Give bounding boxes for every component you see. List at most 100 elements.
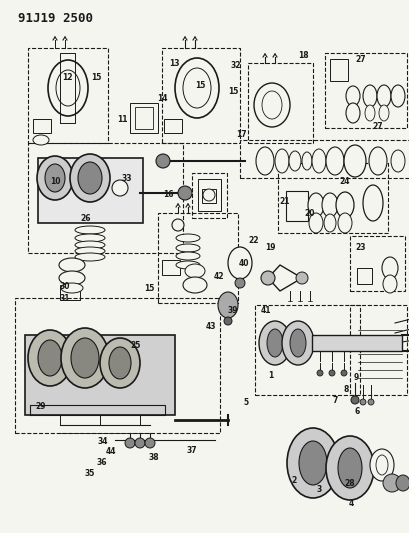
Ellipse shape	[38, 340, 62, 376]
Ellipse shape	[75, 253, 105, 261]
Text: 10: 10	[50, 177, 61, 185]
Text: 22: 22	[247, 237, 258, 245]
Ellipse shape	[345, 103, 359, 123]
Ellipse shape	[335, 192, 353, 218]
Ellipse shape	[369, 449, 393, 481]
Text: 20: 20	[303, 209, 314, 217]
Ellipse shape	[202, 189, 214, 201]
Text: 5: 5	[243, 398, 248, 407]
Ellipse shape	[125, 438, 135, 448]
Ellipse shape	[75, 241, 105, 249]
Ellipse shape	[390, 150, 404, 172]
Ellipse shape	[59, 271, 85, 285]
Bar	[33, 119, 51, 133]
Text: 41: 41	[260, 306, 270, 314]
Ellipse shape	[368, 147, 386, 175]
Ellipse shape	[145, 438, 155, 448]
Ellipse shape	[258, 321, 290, 365]
Ellipse shape	[182, 68, 211, 108]
Text: 35: 35	[85, 469, 95, 478]
Ellipse shape	[182, 277, 207, 293]
Ellipse shape	[375, 455, 387, 475]
Ellipse shape	[172, 219, 184, 231]
Ellipse shape	[378, 105, 388, 121]
Ellipse shape	[175, 244, 200, 252]
Ellipse shape	[175, 261, 200, 269]
Ellipse shape	[254, 83, 289, 127]
Bar	[130, 103, 157, 133]
Bar	[157, 213, 237, 303]
Ellipse shape	[321, 193, 337, 217]
Ellipse shape	[61, 328, 109, 388]
Bar	[28, 143, 182, 253]
Ellipse shape	[298, 441, 326, 485]
Text: 34: 34	[97, 437, 108, 446]
Text: 9: 9	[353, 373, 358, 382]
Ellipse shape	[311, 149, 325, 173]
Bar	[164, 119, 182, 133]
Text: 13: 13	[169, 60, 179, 68]
Text: 15: 15	[91, 73, 101, 82]
Text: 37: 37	[186, 446, 197, 455]
Text: 91J19 2500: 91J19 2500	[18, 12, 93, 25]
Text: 28: 28	[343, 480, 354, 488]
Ellipse shape	[155, 154, 170, 168]
Ellipse shape	[340, 370, 346, 376]
Ellipse shape	[75, 226, 105, 234]
Ellipse shape	[295, 272, 307, 284]
Text: 15: 15	[194, 81, 205, 90]
Ellipse shape	[261, 91, 281, 119]
Text: 27: 27	[355, 55, 365, 64]
Bar	[254, 305, 359, 395]
Text: 43: 43	[205, 322, 216, 330]
Bar	[38, 158, 143, 223]
Bar	[60, 285, 80, 300]
Text: 15: 15	[144, 285, 155, 293]
Text: 17: 17	[236, 130, 247, 139]
Text: 26: 26	[80, 214, 90, 223]
Ellipse shape	[28, 330, 72, 386]
Text: 18: 18	[297, 52, 308, 60]
Bar	[15, 298, 220, 433]
Bar	[191, 173, 227, 218]
Text: 19: 19	[265, 244, 275, 252]
Bar	[356, 268, 371, 284]
Text: 16: 16	[162, 190, 173, 199]
Text: 23: 23	[355, 244, 365, 252]
Text: 1: 1	[267, 372, 272, 380]
Ellipse shape	[288, 151, 300, 171]
Ellipse shape	[218, 292, 237, 318]
Ellipse shape	[75, 234, 105, 242]
Ellipse shape	[184, 264, 204, 278]
Ellipse shape	[281, 321, 313, 365]
Text: 30: 30	[59, 282, 70, 291]
Ellipse shape	[376, 85, 390, 107]
Ellipse shape	[367, 399, 373, 405]
Ellipse shape	[337, 448, 361, 488]
Text: 6: 6	[354, 407, 359, 416]
Ellipse shape	[381, 257, 397, 279]
Bar	[162, 260, 180, 275]
Ellipse shape	[323, 214, 335, 232]
Text: 33: 33	[121, 174, 132, 183]
Text: 12: 12	[62, 73, 73, 82]
Text: 2: 2	[291, 477, 296, 485]
Ellipse shape	[59, 258, 85, 272]
Bar	[324, 53, 406, 128]
Ellipse shape	[362, 185, 382, 221]
Ellipse shape	[234, 278, 245, 288]
Ellipse shape	[301, 152, 311, 170]
Ellipse shape	[390, 85, 404, 107]
Ellipse shape	[37, 156, 73, 200]
Ellipse shape	[227, 247, 252, 279]
Ellipse shape	[382, 474, 400, 492]
Bar	[162, 48, 239, 143]
Ellipse shape	[359, 399, 365, 405]
Bar	[198, 179, 220, 211]
Ellipse shape	[350, 396, 358, 404]
Ellipse shape	[325, 436, 373, 500]
Text: 25: 25	[130, 341, 140, 350]
Bar	[329, 59, 347, 81]
Text: 31: 31	[59, 294, 70, 303]
Ellipse shape	[337, 213, 351, 233]
